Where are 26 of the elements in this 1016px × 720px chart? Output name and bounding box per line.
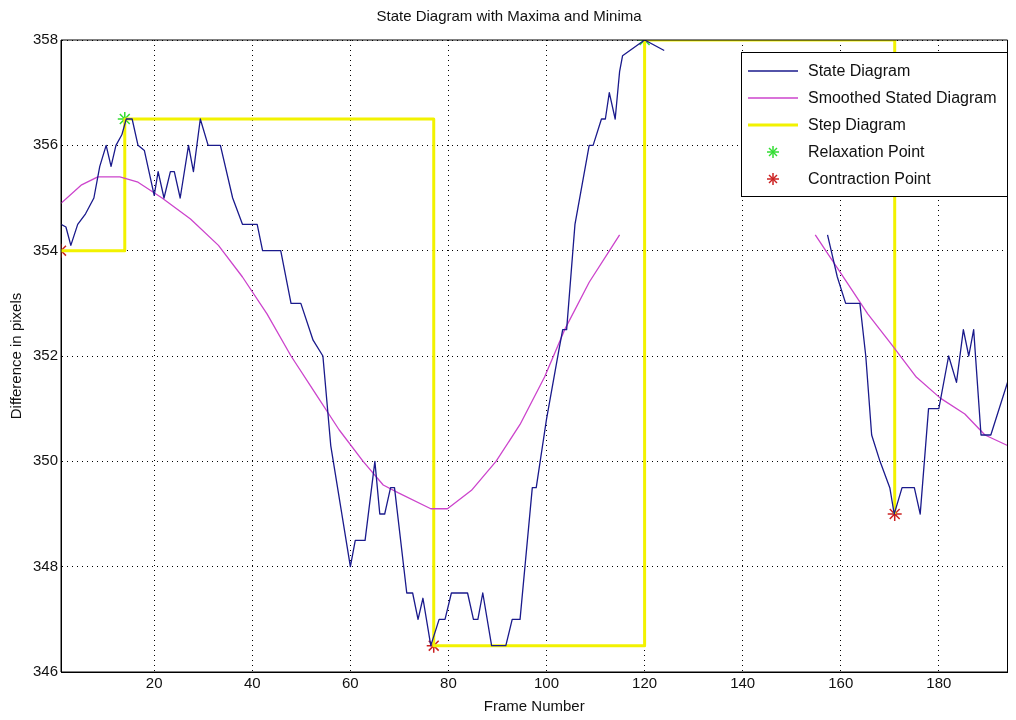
y-tick-label: 350 [33, 451, 59, 469]
legend-label: Contraction Point [807, 169, 931, 188]
x-tick-label: 20 [145, 674, 163, 692]
point [117, 111, 133, 127]
x-tick-label: 140 [730, 674, 756, 692]
x-axis-title: Frame Number [483, 697, 585, 715]
x-tick-label: 80 [440, 674, 457, 692]
y-tick-label: 348 [33, 556, 59, 574]
x-tick-label: 100 [534, 674, 560, 692]
y-tick-label: 354 [33, 240, 59, 258]
point [886, 506, 903, 522]
x-tick-label: 40 [243, 674, 261, 692]
x-tick-label: 60 [342, 674, 359, 692]
y-tick-label: 346 [33, 662, 59, 680]
y-tick-label: 352 [33, 346, 59, 364]
legend-label: Smoothed Stated Diagram [807, 88, 997, 107]
y-tick-label: 356 [33, 135, 59, 153]
y-axis-title: Difference in pixels [7, 292, 25, 420]
x-tick-label: 180 [926, 674, 952, 692]
chart-title: State Diagram with Maxima and Minima [376, 7, 643, 25]
legend-label: Relaxation Point [807, 142, 925, 161]
x-tick-label: 120 [632, 674, 658, 692]
legend-label: State Diagram [807, 61, 911, 80]
x-tick-label: 160 [828, 674, 854, 692]
y-tick-label: 358 [33, 30, 59, 48]
legend-label: Step Diagram [807, 115, 906, 134]
